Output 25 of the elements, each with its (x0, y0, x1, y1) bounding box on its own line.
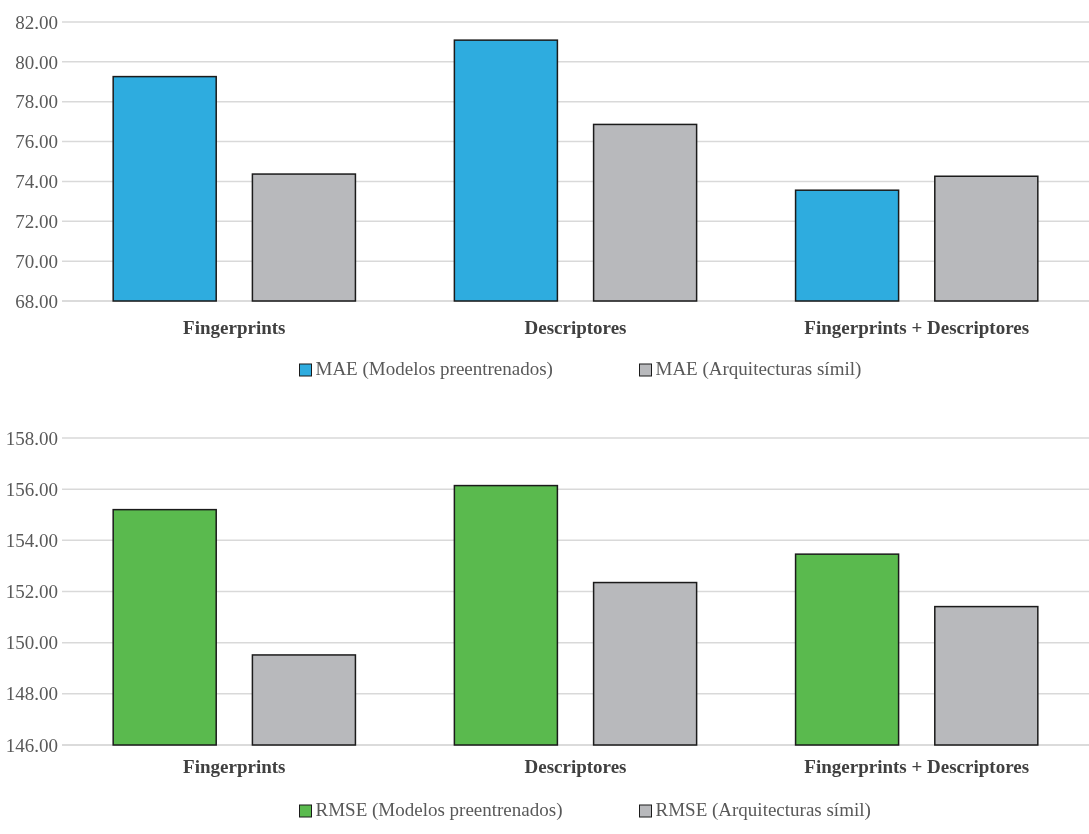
y-tick-label: 152.00 (5, 581, 58, 603)
y-tick-label: 74.00 (15, 171, 58, 193)
y-tick-label: 78.00 (15, 91, 58, 113)
legend-label: MAE (Arquitecturas símil) (655, 358, 862, 380)
y-tick-label: 156.00 (5, 478, 58, 500)
legend-label: RMSE (Modelos preentrenados) (315, 799, 563, 821)
x-tick-label: Fingerprints + Descriptores (804, 756, 1030, 777)
y-tick-label: 76.00 (15, 131, 58, 153)
y-tick-label: 80.00 (15, 51, 58, 73)
y-tick-label: 158.00 (5, 427, 58, 449)
x-tick-label: Descriptores (524, 756, 627, 777)
y-tick-label: 82.00 (15, 11, 58, 33)
x-tick-label: Fingerprints (183, 756, 286, 777)
x-tick-label: Descriptores (524, 317, 627, 338)
y-tick-label: 146.00 (5, 734, 58, 756)
y-tick-label: 150.00 (5, 632, 58, 654)
y-tick-label: 154.00 (5, 529, 58, 551)
y-tick-label: 148.00 (5, 683, 58, 705)
y-tick-label: 68.00 (15, 290, 58, 312)
y-tick-label: 70.00 (15, 250, 58, 272)
x-tick-label: Fingerprints (183, 317, 286, 338)
legend-label: RMSE (Arquitecturas símil) (655, 799, 871, 821)
x-tick-label: Fingerprints + Descriptores (804, 317, 1030, 338)
y-tick-label: 72.00 (15, 210, 58, 232)
legend-label: MAE (Modelos preentrenados) (315, 358, 553, 380)
